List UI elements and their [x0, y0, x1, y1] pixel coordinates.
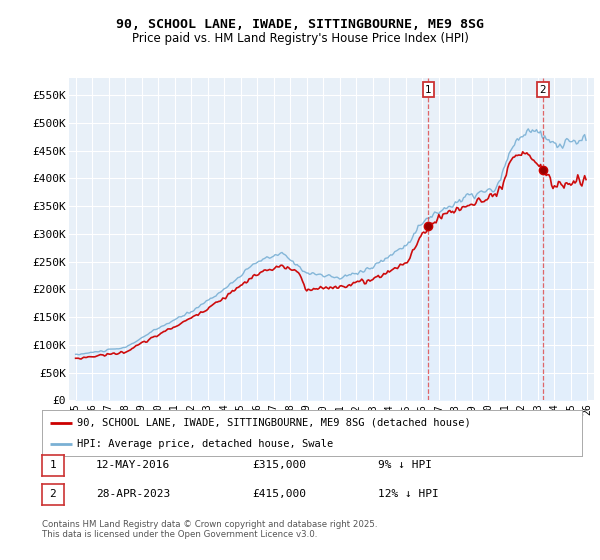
Text: HPI: Average price, detached house, Swale: HPI: Average price, detached house, Swal… — [77, 439, 334, 449]
Text: 2: 2 — [49, 489, 56, 500]
Text: 1: 1 — [425, 85, 432, 95]
Text: 12% ↓ HPI: 12% ↓ HPI — [378, 489, 439, 500]
Text: 1: 1 — [49, 460, 56, 470]
Text: 90, SCHOOL LANE, IWADE, SITTINGBOURNE, ME9 8SG (detached house): 90, SCHOOL LANE, IWADE, SITTINGBOURNE, M… — [77, 418, 471, 428]
Text: Contains HM Land Registry data © Crown copyright and database right 2025.
This d: Contains HM Land Registry data © Crown c… — [42, 520, 377, 539]
Text: 90, SCHOOL LANE, IWADE, SITTINGBOURNE, ME9 8SG: 90, SCHOOL LANE, IWADE, SITTINGBOURNE, M… — [116, 18, 484, 31]
Text: £415,000: £415,000 — [252, 489, 306, 500]
Text: 2: 2 — [539, 85, 546, 95]
Text: Price paid vs. HM Land Registry's House Price Index (HPI): Price paid vs. HM Land Registry's House … — [131, 32, 469, 45]
Text: 28-APR-2023: 28-APR-2023 — [96, 489, 170, 500]
Text: £315,000: £315,000 — [252, 460, 306, 470]
Text: 9% ↓ HPI: 9% ↓ HPI — [378, 460, 432, 470]
Text: 12-MAY-2016: 12-MAY-2016 — [96, 460, 170, 470]
